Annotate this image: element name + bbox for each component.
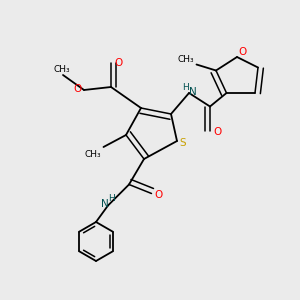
Text: O: O <box>154 190 162 200</box>
Text: H: H <box>108 194 115 203</box>
Text: O: O <box>114 58 123 68</box>
Text: H: H <box>182 83 189 92</box>
Text: CH₃: CH₃ <box>53 64 70 74</box>
Text: N: N <box>189 87 196 98</box>
Text: O: O <box>213 127 222 137</box>
Text: CH₃: CH₃ <box>85 150 101 159</box>
Text: S: S <box>179 137 186 148</box>
Text: O: O <box>238 46 247 57</box>
Text: CH₃: CH₃ <box>178 56 194 64</box>
Text: N: N <box>100 199 108 209</box>
Text: O: O <box>74 83 82 94</box>
